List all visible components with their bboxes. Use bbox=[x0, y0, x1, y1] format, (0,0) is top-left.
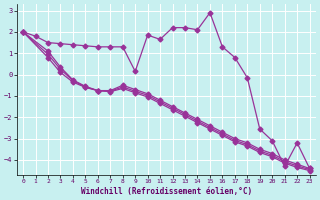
X-axis label: Windchill (Refroidissement éolien,°C): Windchill (Refroidissement éolien,°C) bbox=[81, 187, 252, 196]
